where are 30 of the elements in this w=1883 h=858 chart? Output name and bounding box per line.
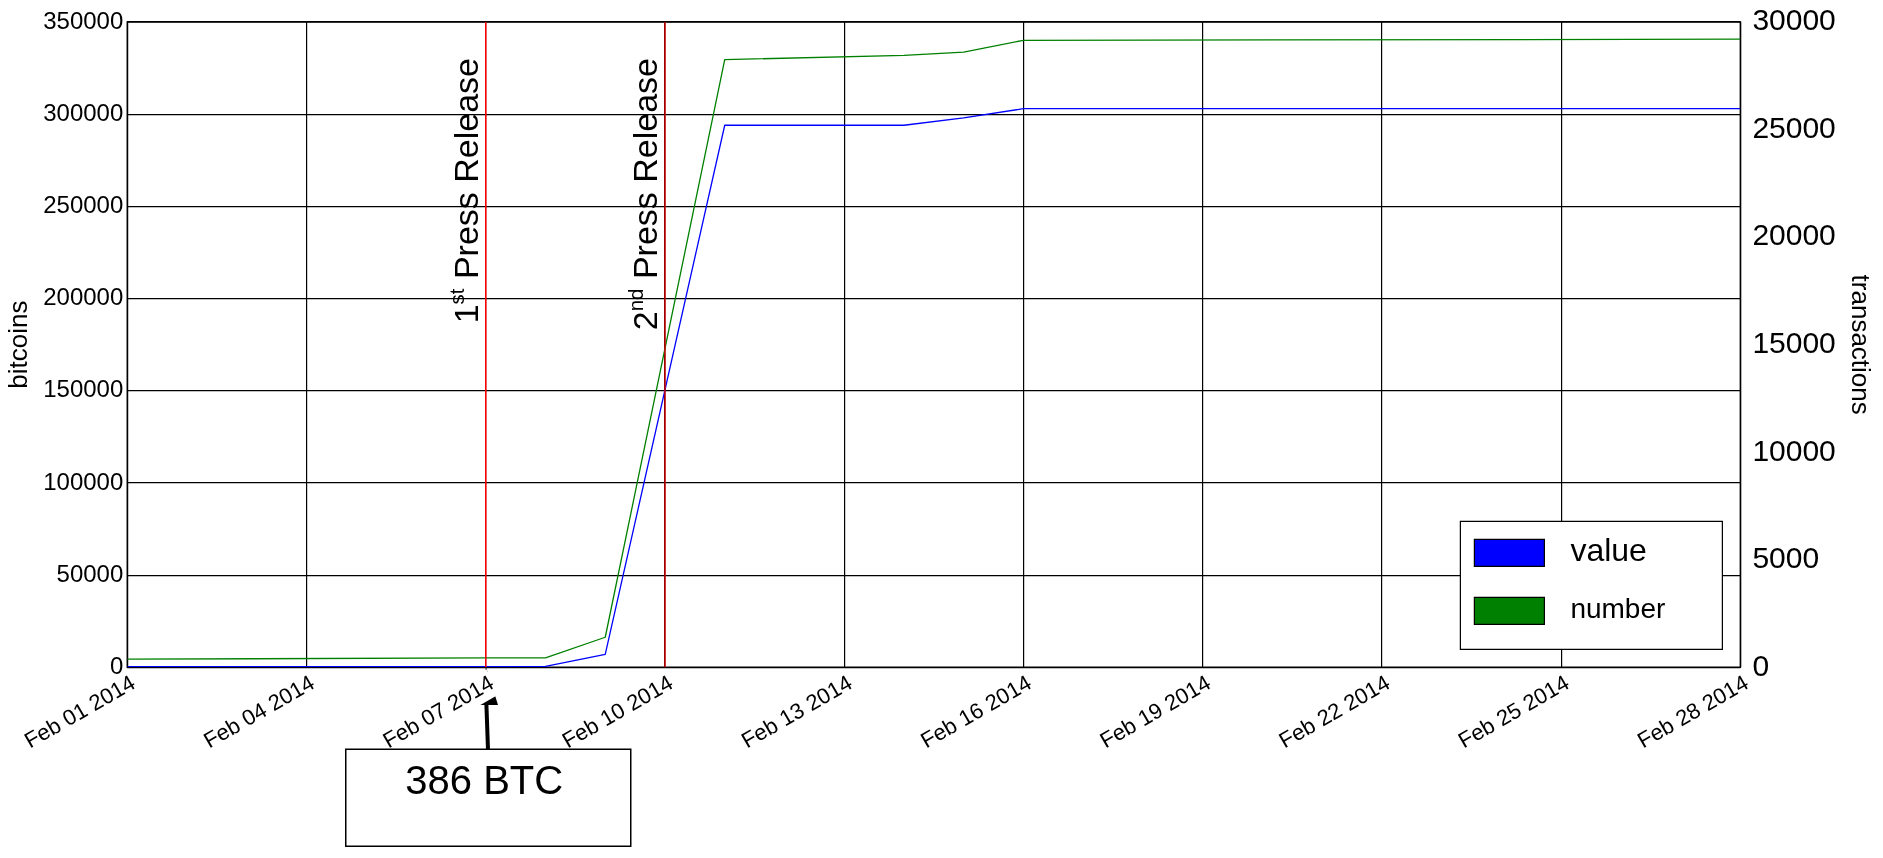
x-tick-label: Feb 16 2014 (916, 669, 1036, 754)
y2-tick-label: 25000 (1752, 110, 1836, 144)
y-tick-label: 100000 (43, 467, 124, 495)
y2-tick-label: 20000 (1752, 218, 1836, 252)
y-tick-label: 350000 (43, 6, 124, 34)
y2-tick-label: 5000 (1752, 541, 1820, 575)
y2-tick-label: 15000 (1752, 325, 1836, 359)
y-tick-label: 150000 (43, 375, 124, 403)
legend-label: value (1570, 532, 1647, 569)
x-tick-label: Feb 28 2014 (1633, 669, 1753, 754)
y2-tick-label: 30000 (1752, 3, 1836, 37)
x-tick-label: Feb 19 2014 (1095, 669, 1215, 754)
annotation: 386 BTC (405, 758, 564, 803)
x-tick-label: Feb 04 2014 (199, 669, 319, 754)
x-tick-label: Feb 13 2014 (736, 669, 857, 754)
y-tick-label: 50000 (56, 559, 124, 587)
ref-line-label: 1st Press Release (446, 58, 485, 324)
legend-label: number (1570, 593, 1666, 625)
y2-tick-label: 0 (1752, 648, 1770, 682)
x-tick-label: Feb 22 2014 (1274, 669, 1395, 754)
y-tick-label: 200000 (43, 283, 124, 311)
x-tick-label: Feb 25 2014 (1453, 669, 1574, 754)
y2-tick-label: 10000 (1752, 433, 1836, 467)
x-tick-label: Feb 07 2014 (378, 669, 498, 754)
x-tick-label: Feb 10 2014 (557, 669, 678, 754)
y-tick-label: 250000 (43, 191, 124, 219)
y-tick-label: 0 (109, 651, 124, 679)
y-tick-label: 300000 (43, 98, 124, 126)
y2-axis-title: transactions (1846, 274, 1877, 415)
y-axis-title: bitcoins (2, 300, 33, 389)
